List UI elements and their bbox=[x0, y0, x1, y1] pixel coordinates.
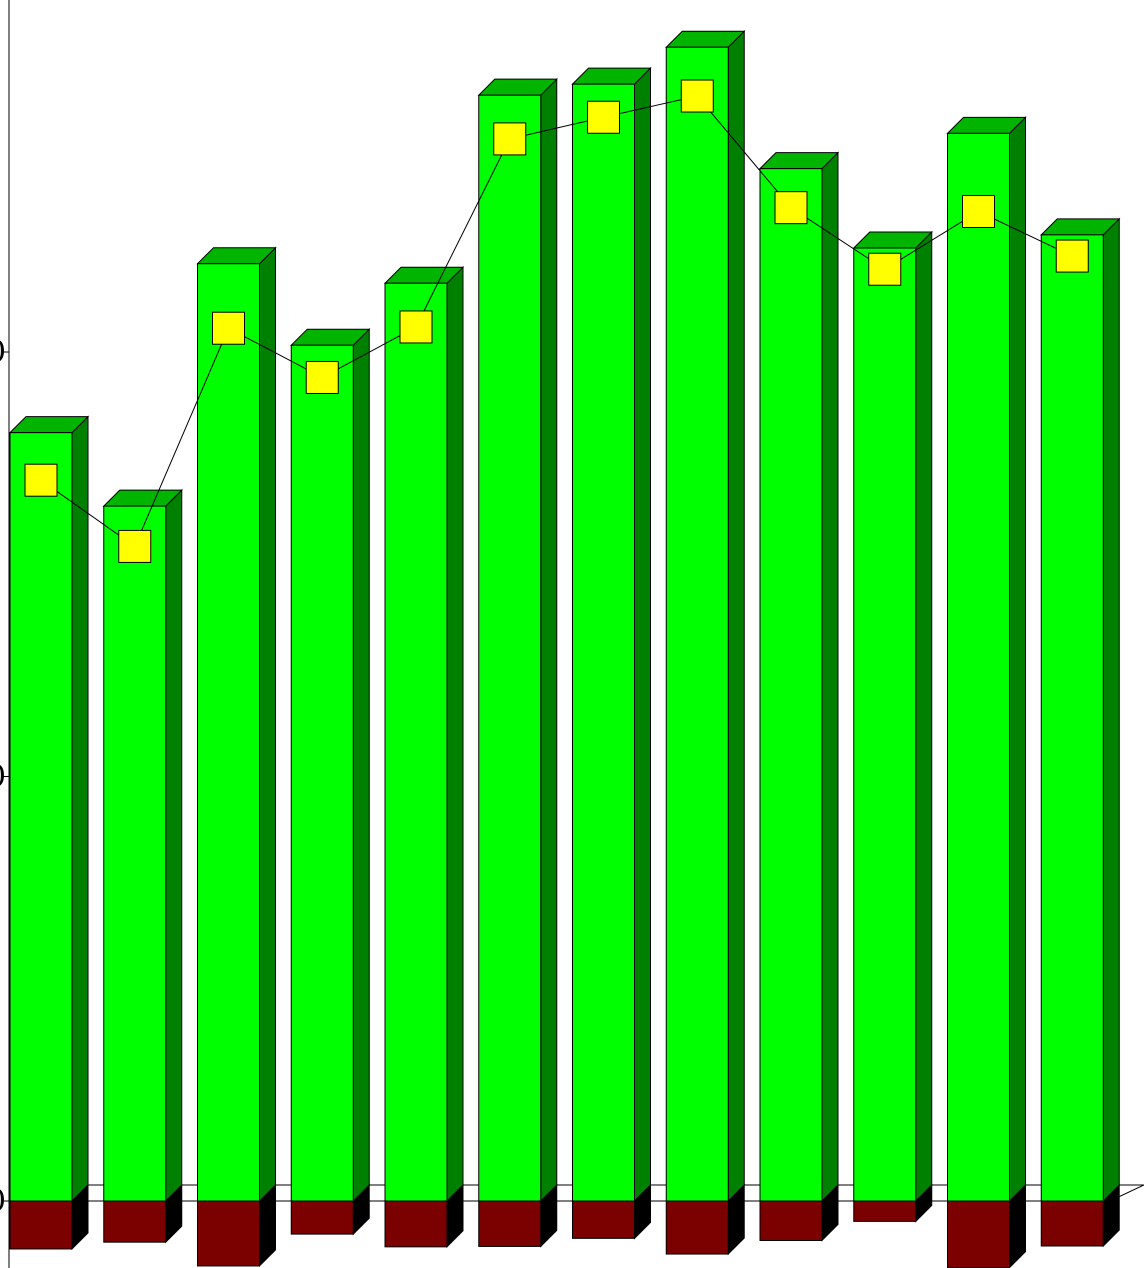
bar bbox=[290, 328, 371, 1203]
bar-front bbox=[197, 263, 260, 1202]
bar-side bbox=[259, 246, 276, 1203]
bar bbox=[946, 116, 1027, 1203]
negative-bar-front bbox=[384, 1200, 448, 1248]
bar-side bbox=[165, 488, 183, 1203]
line-series bbox=[24, 79, 1089, 563]
negative-bar-front bbox=[478, 1200, 542, 1247]
bar-side bbox=[727, 30, 745, 1203]
bar-front bbox=[478, 94, 542, 1202]
bar-front bbox=[665, 46, 729, 1202]
bar-side bbox=[1102, 217, 1120, 1203]
negative-bar-front bbox=[103, 1200, 167, 1243]
bar-front bbox=[947, 132, 1010, 1202]
bar-side bbox=[446, 266, 464, 1203]
negative-bar bbox=[665, 1183, 745, 1256]
line-marker bbox=[305, 360, 339, 394]
bar-side bbox=[71, 415, 89, 1203]
bar-front bbox=[759, 168, 823, 1202]
negative-bar-front bbox=[665, 1200, 729, 1255]
y-tick-label: 0 bbox=[0, 335, 6, 370]
negative-bar bbox=[197, 1183, 276, 1268]
negative-bar bbox=[759, 1183, 839, 1242]
bar-front bbox=[384, 282, 448, 1202]
negative-bar-front bbox=[572, 1200, 635, 1239]
bar-side bbox=[821, 151, 839, 1203]
line-marker bbox=[1055, 239, 1089, 273]
bar bbox=[102, 488, 183, 1203]
negative-bar bbox=[572, 1183, 651, 1240]
bar-side bbox=[540, 77, 558, 1203]
negative-bar-front bbox=[9, 1200, 73, 1250]
bar bbox=[8, 415, 90, 1203]
negative-bar-front bbox=[290, 1200, 354, 1235]
bar bbox=[571, 66, 652, 1203]
negative-bar-front bbox=[759, 1200, 823, 1241]
line-marker bbox=[493, 122, 527, 156]
bar bbox=[852, 230, 933, 1203]
bar bbox=[665, 30, 746, 1203]
y-tick-label: 0 bbox=[0, 760, 6, 795]
bar bbox=[383, 266, 465, 1203]
line-marker bbox=[399, 310, 433, 344]
line-marker bbox=[774, 191, 808, 225]
bar-front bbox=[1040, 234, 1104, 1202]
line-marker bbox=[868, 252, 902, 286]
bar-front bbox=[103, 505, 167, 1202]
line-marker bbox=[118, 529, 152, 563]
line-marker bbox=[212, 311, 245, 345]
line-marker bbox=[24, 463, 58, 497]
negative-bar bbox=[103, 1183, 183, 1244]
bar-front bbox=[853, 247, 917, 1202]
negative-bar bbox=[947, 1183, 1026, 1268]
bar-side bbox=[1009, 116, 1026, 1203]
y-tick-label: 0 bbox=[0, 1184, 6, 1219]
bar-front bbox=[572, 83, 635, 1202]
bar-front bbox=[290, 344, 354, 1202]
negative-bar-front bbox=[947, 1200, 1010, 1268]
line-marker bbox=[680, 79, 714, 113]
bar-side bbox=[915, 230, 933, 1203]
y-tick-labels: 0 0 0 bbox=[0, 335, 9, 1219]
bar-side bbox=[352, 328, 370, 1203]
negative-bar bbox=[853, 1183, 933, 1223]
negative-bar-front bbox=[1040, 1200, 1104, 1247]
bar bbox=[196, 246, 277, 1203]
bar-side bbox=[634, 66, 651, 1203]
line-marker bbox=[587, 100, 620, 134]
negative-bar bbox=[1040, 1183, 1120, 1248]
negative-bar-front bbox=[197, 1200, 260, 1267]
negative-bar-front bbox=[853, 1200, 917, 1222]
bar bbox=[477, 77, 558, 1203]
bars bbox=[8, 30, 1121, 1268]
line-marker bbox=[962, 194, 995, 228]
bar-front bbox=[9, 432, 73, 1202]
bar bbox=[758, 151, 840, 1203]
bar bbox=[1040, 217, 1121, 1203]
